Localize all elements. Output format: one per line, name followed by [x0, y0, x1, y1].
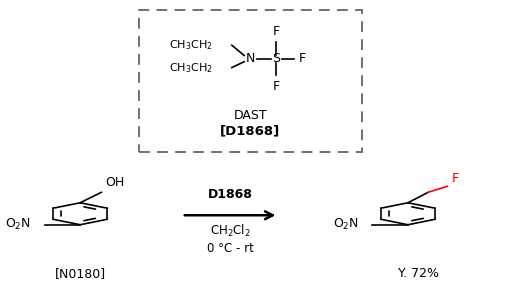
Text: O$_2$N: O$_2$N — [333, 217, 359, 232]
Text: F: F — [452, 172, 459, 185]
Text: [D1868]: [D1868] — [220, 124, 281, 137]
Text: S: S — [272, 52, 280, 65]
Text: 0 °C - rt: 0 °C - rt — [206, 242, 253, 255]
Text: F: F — [272, 25, 280, 37]
Text: [N0180]: [N0180] — [55, 268, 106, 281]
Text: CH$_2$Cl$_2$: CH$_2$Cl$_2$ — [210, 223, 250, 239]
Text: F: F — [299, 52, 306, 65]
Text: CH$_3$CH$_2$: CH$_3$CH$_2$ — [169, 61, 213, 74]
Text: N: N — [246, 52, 255, 65]
Text: DAST: DAST — [234, 109, 267, 122]
Text: D1868: D1868 — [207, 188, 252, 201]
Text: O$_2$N: O$_2$N — [6, 217, 32, 232]
Text: OH: OH — [106, 176, 125, 189]
Text: F: F — [272, 80, 280, 93]
Text: CH$_3$CH$_2$: CH$_3$CH$_2$ — [169, 38, 213, 52]
Text: Y. 72%: Y. 72% — [398, 268, 438, 281]
